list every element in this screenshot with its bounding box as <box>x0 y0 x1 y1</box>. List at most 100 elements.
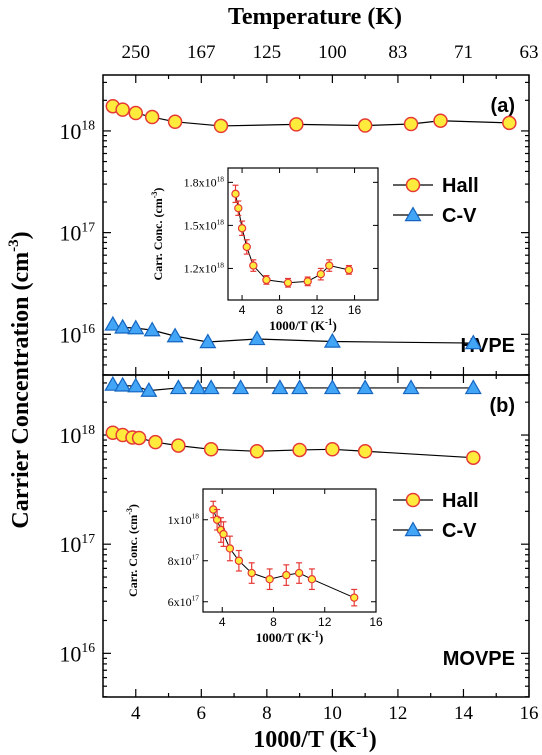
y-tick-label-1-base: 10 <box>59 532 81 557</box>
y-tick-label-2-base: 10 <box>59 423 81 448</box>
cv-point <box>140 381 158 397</box>
y-tick-label-1: 1017 <box>59 219 95 245</box>
inset-y-tick-label-2-base: 1.8x10 <box>184 175 217 189</box>
top-tick-label-1: 167 <box>187 42 216 63</box>
y-axis-title-main: Carrier Concentration (cm <box>8 252 34 529</box>
hall-point <box>325 442 340 457</box>
legend-marker-c-v <box>404 521 422 537</box>
cv-point <box>114 318 132 334</box>
y-tick-label-0-sup: 16 <box>81 321 95 336</box>
top-tick-label-5: 71 <box>454 42 473 63</box>
inset-y-tick-label-1-sup: 17 <box>192 553 200 562</box>
inset-hall-point <box>219 529 228 539</box>
y-tick-label-0-base: 10 <box>59 322 81 347</box>
hall-point <box>403 116 419 132</box>
hall-point <box>292 442 307 458</box>
y-tick-label-1: 1017 <box>59 531 95 557</box>
inset-y-tick-label-2: 1.8x1018 <box>184 174 225 189</box>
top-tick-label-6: 63 <box>520 42 539 63</box>
inset-x-axis-title-main: 1000/T (K <box>256 630 313 645</box>
bottom-axis-title-sup: -1 <box>356 725 369 741</box>
hall-point <box>115 102 130 117</box>
series-line-c-v <box>112 383 474 392</box>
cv-point <box>199 333 217 349</box>
inset-x-axis-title-main: 1000/T (K <box>269 318 326 333</box>
inset-y-tick-label-0-base: 1.2x10 <box>184 261 217 275</box>
inset-hall-point <box>282 570 291 580</box>
bottom-axis-title-main: 1000/T (K <box>253 727 356 753</box>
hall-point <box>249 444 265 459</box>
y-axis-title-sup: -3 <box>6 239 22 252</box>
y-tick-label-1-sup: 17 <box>81 219 95 234</box>
y-tick-label-2-sup: 18 <box>81 422 95 437</box>
panel-frame <box>102 374 530 698</box>
inset-hall-point <box>344 265 354 275</box>
inset-x-tick-label-0: 4 <box>219 615 226 629</box>
y-tick-label-2: 1018 <box>59 118 95 144</box>
inset-hall-point <box>303 277 312 286</box>
inset-hall-point <box>225 544 235 553</box>
inset-y-axis-title-tail: ) <box>126 504 140 508</box>
inset-y-tick-label-0-sup: 17 <box>192 594 200 603</box>
inset-y-tick-label-0-base: 6x10 <box>168 595 192 609</box>
y-tick-label-0: 1016 <box>59 640 95 666</box>
hall-point <box>502 115 517 131</box>
inset-y-tick-label-0-sup: 18 <box>217 260 225 269</box>
inset-hall-point <box>265 575 274 584</box>
hall-point <box>357 444 373 459</box>
inset-x-axis-title: 1000/T (K-1) <box>256 629 324 645</box>
hall-point <box>433 113 448 128</box>
top-tick-label-0: 250 <box>122 42 151 63</box>
hall-point <box>466 450 481 465</box>
hall-point <box>357 118 373 133</box>
hall-point <box>131 430 147 446</box>
inset-y-tick-label-0: 1.2x1018 <box>184 260 225 275</box>
inset-y-axis-title: Carr. Conc. (cm-3) <box>150 188 165 281</box>
bottom-tick-label-1: 6 <box>197 703 207 724</box>
cv-point <box>189 379 207 395</box>
inset-hall-point <box>234 556 244 565</box>
bottom-tick-label-5: 14 <box>454 703 474 724</box>
y-tick-label-2: 1018 <box>59 422 95 448</box>
cv-point <box>202 379 220 395</box>
inset-x-axis-title-sup: -1 <box>325 317 333 327</box>
inset-y-axis-title: Carr. Conc. (cm-3) <box>125 504 140 597</box>
inset-y-tick-label-2: 1x1018 <box>168 512 200 527</box>
inset-hall-point <box>247 568 256 578</box>
inset-x-tick-label-3: 16 <box>369 615 383 629</box>
legend-label-c-v: C-V <box>442 205 477 227</box>
y-axis-title-tail: ) <box>8 231 34 239</box>
cv-point <box>104 375 122 391</box>
series-line-hall <box>112 432 474 459</box>
top-axis-title: Temperature (K) <box>228 4 402 30</box>
y-axis-title: Carrier Concentration (cm-3) <box>6 231 34 528</box>
inset-hall-point <box>237 224 247 233</box>
hall-point <box>213 118 229 134</box>
bottom-tick-label-0: 4 <box>131 703 141 724</box>
y-tick-label-2-sup: 18 <box>81 118 95 133</box>
inset-x-axis-title-tail: ) <box>332 318 336 333</box>
cv-point <box>127 319 145 335</box>
cv-point <box>166 327 184 343</box>
top-tick-label-2: 125 <box>253 42 282 63</box>
legend-marker-hall <box>405 492 421 508</box>
inset-hall-point <box>242 242 251 252</box>
bottom-tick-label-3: 10 <box>323 703 342 724</box>
legend-label-hall: Hall <box>442 175 479 197</box>
inset-x-tick-label-1: 8 <box>276 303 283 317</box>
cv-point <box>143 321 161 337</box>
sample-label: MOVPE <box>443 648 515 670</box>
top-axis-tick-labels: 250 167 125 100 83 71 63 <box>122 42 539 63</box>
inset-y-axis-title-main: Carr. Conc. (cm <box>151 198 165 280</box>
inset-x-tick-label-2: 12 <box>318 615 332 629</box>
top-tick-label-3: 100 <box>318 42 347 63</box>
hall-point <box>144 109 160 125</box>
legend-marker-c-v <box>404 206 422 222</box>
inset-y-tick-label-1-base: 8x10 <box>168 554 192 568</box>
inset-y-axis-title-sup: -3 <box>125 508 134 515</box>
inset-hall-point <box>262 275 271 285</box>
panel-letter: (a) <box>491 95 515 117</box>
cv-point <box>271 379 289 395</box>
inset-y-tick-label-1: 8x1017 <box>168 553 200 568</box>
